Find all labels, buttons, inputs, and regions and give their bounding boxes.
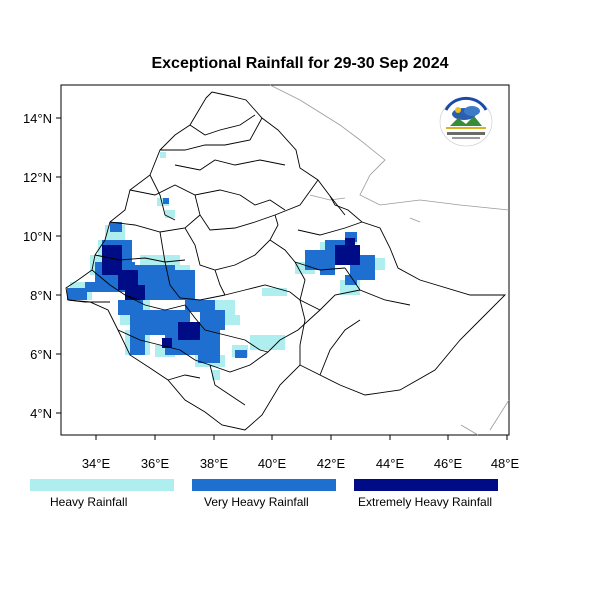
legend-swatch-heavy bbox=[30, 479, 174, 491]
x-tick-label: 38°E bbox=[200, 456, 229, 471]
legend-swatch-extreme bbox=[354, 479, 498, 491]
region-borders bbox=[65, 91, 507, 431]
x-tick-label: 42°E bbox=[317, 456, 346, 471]
extremely-heavy-rainfall-areas bbox=[102, 238, 360, 348]
y-tick-label: 14°N bbox=[23, 111, 52, 126]
legend-label-extreme: Extremely Heavy Rainfall bbox=[358, 495, 493, 509]
y-tick-label: 12°N bbox=[23, 170, 52, 185]
x-tick-label: 40°E bbox=[258, 456, 287, 471]
ethiopian-meteorology-institute-logo bbox=[439, 96, 493, 147]
x-tick-label: 34°E bbox=[82, 456, 111, 471]
y-tick-label: 6°N bbox=[30, 347, 52, 362]
map-title: Exceptional Rainfall for 29-30 Sep 2024 bbox=[151, 55, 449, 72]
x-tick-label: 46°E bbox=[434, 456, 463, 471]
x-tick-label: 44°E bbox=[376, 456, 405, 471]
neighbor-borders bbox=[269, 84, 510, 436]
legend-swatch-very-heavy bbox=[192, 479, 336, 491]
x-tick-label: 48°E bbox=[491, 456, 520, 471]
legend-label-heavy: Heavy Rainfall bbox=[50, 495, 128, 509]
y-tick-label: 8°N bbox=[30, 288, 52, 303]
y-tick-label: 4°N bbox=[30, 406, 52, 421]
axis-ticks bbox=[56, 117, 508, 440]
x-tick-label: 36°E bbox=[141, 456, 170, 471]
map-frame bbox=[60, 84, 510, 436]
y-tick-label: 10°N bbox=[23, 229, 52, 244]
legend-label-very-heavy: Very Heavy Rainfall bbox=[204, 495, 309, 509]
